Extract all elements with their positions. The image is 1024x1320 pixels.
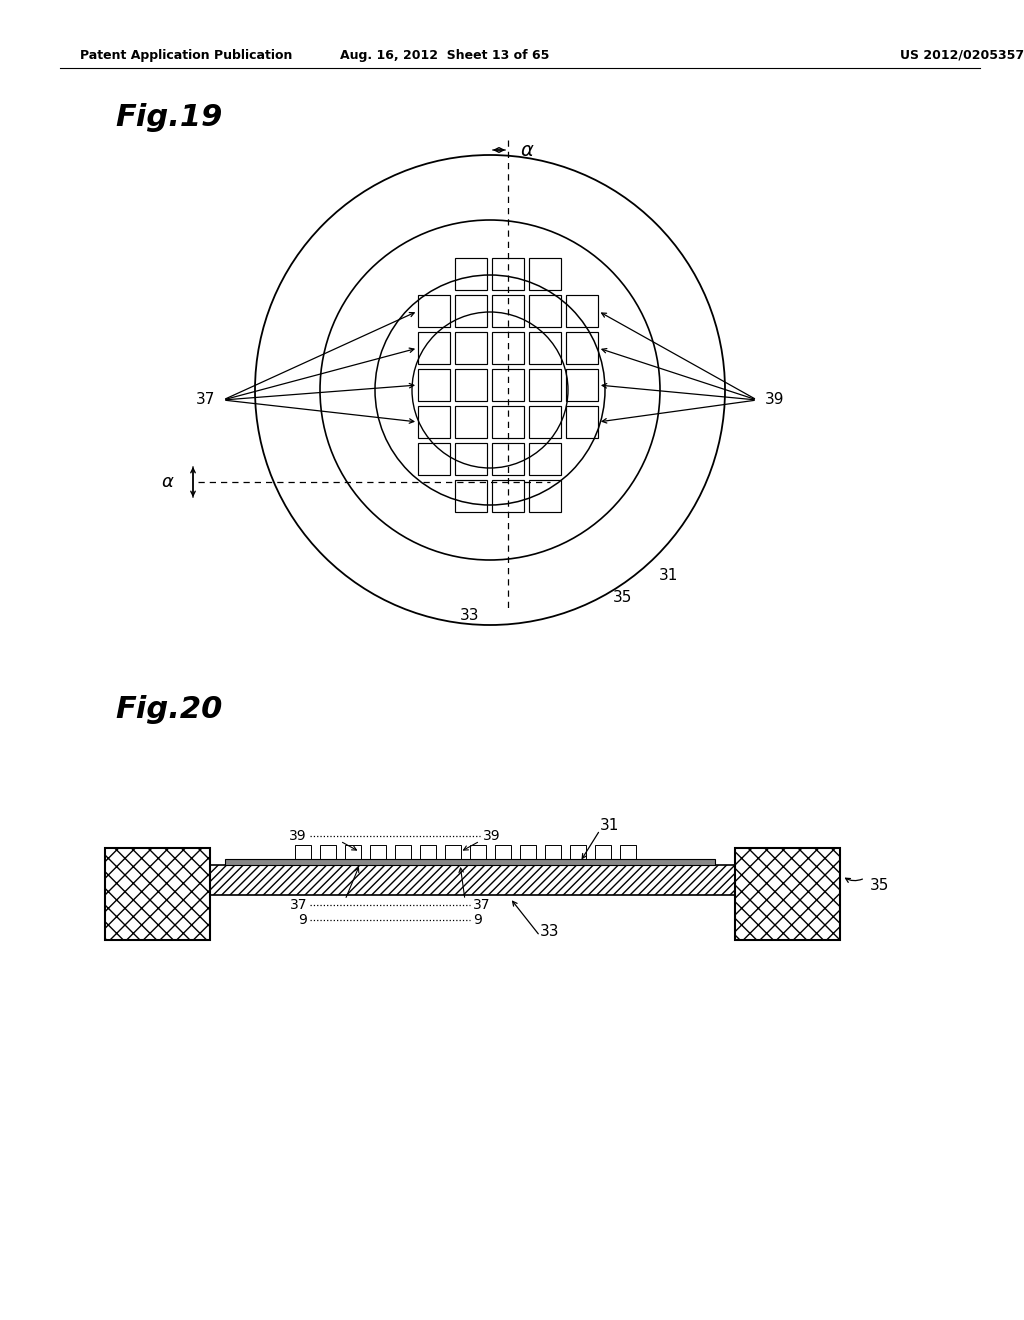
Bar	[195, 865, 745, 895]
Bar	[735, 847, 840, 940]
Text: 35: 35	[612, 590, 632, 606]
Bar	[455, 480, 487, 512]
Bar	[570, 845, 586, 859]
Bar	[418, 444, 450, 475]
Bar	[566, 294, 598, 327]
Bar	[492, 370, 524, 401]
Text: 39: 39	[483, 829, 501, 843]
Bar	[620, 845, 636, 859]
Bar	[455, 370, 487, 401]
Text: Patent Application Publication: Patent Application Publication	[80, 49, 293, 62]
Bar	[529, 370, 561, 401]
Bar	[418, 407, 450, 438]
Bar	[529, 257, 561, 290]
Bar	[455, 333, 487, 364]
Bar	[418, 294, 450, 327]
Bar	[418, 370, 450, 401]
Bar	[455, 444, 487, 475]
Bar	[566, 333, 598, 364]
Bar	[492, 333, 524, 364]
Text: Fig.19: Fig.19	[115, 103, 222, 132]
Bar	[445, 845, 461, 859]
Bar	[105, 847, 210, 940]
Bar	[370, 845, 386, 859]
Text: Aug. 16, 2012  Sheet 13 of 65: Aug. 16, 2012 Sheet 13 of 65	[340, 49, 550, 62]
Bar	[492, 480, 524, 512]
Bar	[492, 257, 524, 290]
Bar	[418, 333, 450, 364]
Bar	[492, 444, 524, 475]
Bar	[735, 847, 840, 940]
Bar	[105, 847, 210, 940]
Text: 9: 9	[473, 913, 482, 927]
Text: 39: 39	[290, 829, 307, 843]
Bar	[295, 845, 311, 859]
Text: 37: 37	[473, 898, 490, 912]
Bar	[455, 294, 487, 327]
Bar	[529, 294, 561, 327]
Bar	[566, 407, 598, 438]
Bar	[470, 845, 486, 859]
Bar	[492, 407, 524, 438]
Bar	[455, 407, 487, 438]
Bar	[529, 480, 561, 512]
Bar	[455, 257, 487, 290]
Bar	[545, 845, 561, 859]
Bar	[529, 333, 561, 364]
Bar	[492, 294, 524, 327]
Text: 9: 9	[298, 913, 307, 927]
Text: 37: 37	[290, 898, 307, 912]
Text: US 2012/0205357 A1: US 2012/0205357 A1	[900, 49, 1024, 62]
Bar	[595, 845, 611, 859]
Text: $\alpha$: $\alpha$	[520, 140, 535, 160]
Bar	[529, 407, 561, 438]
Text: $\alpha$: $\alpha$	[162, 473, 175, 491]
Text: 37: 37	[196, 392, 215, 408]
Bar	[345, 845, 361, 859]
Bar	[529, 444, 561, 475]
Text: 35: 35	[870, 878, 890, 892]
Text: Fig.20: Fig.20	[115, 696, 222, 725]
Text: 31: 31	[600, 818, 620, 833]
Bar	[566, 370, 598, 401]
Bar	[420, 845, 436, 859]
Text: 33: 33	[460, 607, 480, 623]
Text: 33: 33	[540, 924, 559, 940]
Bar	[225, 859, 715, 865]
Bar	[395, 845, 411, 859]
Bar	[495, 845, 511, 859]
Text: 31: 31	[659, 568, 679, 582]
Bar	[520, 845, 536, 859]
Bar	[319, 845, 336, 859]
Text: 39: 39	[765, 392, 784, 408]
